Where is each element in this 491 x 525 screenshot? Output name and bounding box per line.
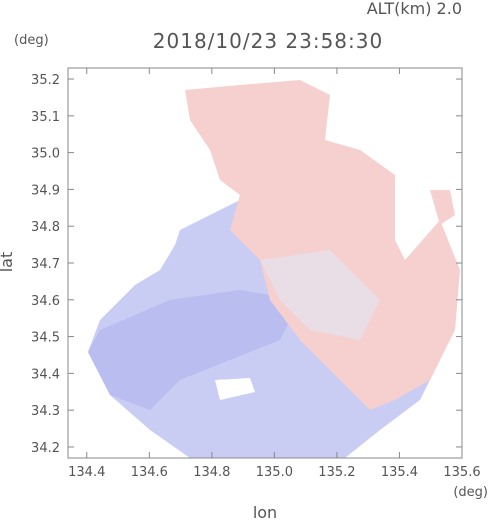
x-tick-label: 135.6 <box>443 465 480 480</box>
x-tick-label: 135.0 <box>256 465 293 480</box>
x-tick-label: 135.4 <box>381 465 418 480</box>
x-tick-label: 134.6 <box>131 465 168 480</box>
y-tick-label: 35.2 <box>31 73 60 88</box>
field <box>88 80 460 458</box>
y-tick-label: 34.2 <box>31 441 60 456</box>
y-tick-label: 34.7 <box>31 257 60 272</box>
y-tick-label: 34.5 <box>31 331 60 346</box>
y-tick-label: 34.4 <box>31 367 60 382</box>
y-tick-label: 35.0 <box>31 147 60 162</box>
y-label: lat <box>0 252 16 273</box>
x-tick-label: 134.4 <box>68 465 105 480</box>
y-tick-label: 34.8 <box>31 220 60 235</box>
x-label: lon <box>253 503 277 521</box>
x-tick-label: 135.2 <box>318 465 355 480</box>
y-tick-label: 35.1 <box>31 110 60 125</box>
x-unit: (deg) <box>453 485 488 500</box>
y-tick-label: 34.3 <box>31 404 60 419</box>
altitude: ALT(km) 2.0 <box>367 0 462 18</box>
y-unit: (deg) <box>14 33 49 48</box>
x-tick-label: 134.8 <box>193 465 230 480</box>
chart-title: 2018/10/23 23:58:30 <box>153 29 383 53</box>
y-tick-label: 34.9 <box>31 183 60 198</box>
y-tick-label: 34.6 <box>31 294 60 309</box>
